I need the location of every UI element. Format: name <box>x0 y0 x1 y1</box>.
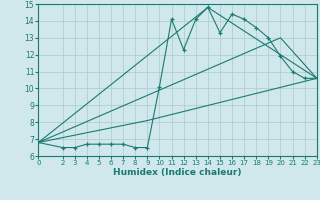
X-axis label: Humidex (Indice chaleur): Humidex (Indice chaleur) <box>113 168 242 177</box>
